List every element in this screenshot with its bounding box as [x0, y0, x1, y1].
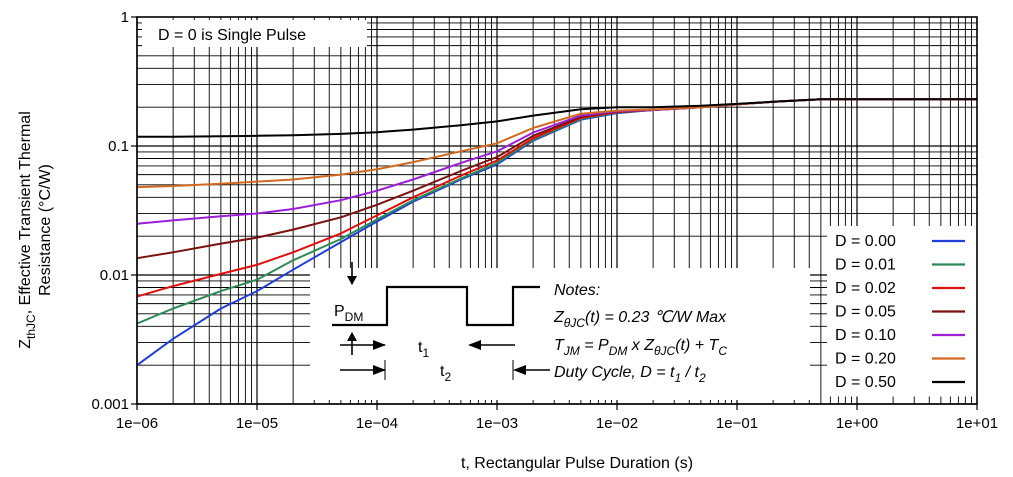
- x-tick-label: 1e+00: [836, 415, 878, 432]
- plot-frame: [136, 16, 978, 405]
- axes: 1e−06 1e−05 1e−04 1e−03 1e−02 1e−01 1e+00 1e+01…: [91, 9, 998, 432]
- single-pulse-annotation: D = 0 is Single Pulse: [142, 20, 367, 47]
- notes-line-1: ZθJC(t) = 0.23 ℃/W Max: [553, 309, 727, 330]
- t1-arrowhead-left: [373, 340, 386, 350]
- x-tick-label: 1e−04: [356, 415, 398, 432]
- series-line-d-0-10: [136, 98, 977, 225]
- legend: D = 0.00 D = 0.01 D = 0.02 D = 0.05 D = 0.10…: [827, 226, 977, 397]
- series-line-d-0-50: [137, 98, 977, 138]
- t2-arrowhead-left: [373, 365, 386, 375]
- pulse-waveform: [332, 285, 540, 327]
- legend-label: D = 0.02: [835, 280, 896, 297]
- legend-label: D = 0.05: [835, 304, 896, 321]
- series-group: [136, 98, 977, 367]
- notes-line-2: TJM = PDM x ZθJC(t) + TC: [554, 337, 727, 358]
- y-tick-label: 1: [121, 9, 129, 26]
- pdm-arrowhead-bottom: [347, 332, 357, 341]
- x-axis-label: t, Rectangular Pulse Duration (s): [461, 455, 693, 472]
- legend-label: D = 0.01: [835, 257, 896, 274]
- x-tick-label: 1e−05: [236, 415, 278, 432]
- x-tick-label: 1e−06: [116, 415, 158, 432]
- t2-arrowhead-right: [513, 365, 526, 375]
- notes-inset: PDM t1 t2 Notes: ZθJC(t) = 0.23 ℃/W Max …: [310, 262, 810, 400]
- pdm-arrowhead-top: [347, 276, 357, 285]
- y-tick-label: 0.1: [108, 138, 129, 155]
- x-tick-label: 1e−01: [716, 415, 758, 432]
- x-tick-label: 1e−02: [596, 415, 638, 432]
- legend-label: D = 0.20: [835, 351, 896, 368]
- notes-title: Notes:: [554, 282, 600, 299]
- t1-arrowhead-right: [468, 340, 481, 350]
- legend-label: D = 0.00: [835, 233, 896, 250]
- t2-label: t2: [440, 363, 451, 384]
- y-tick-label: 0.001: [91, 396, 129, 413]
- legend-label: D = 0.10: [835, 327, 896, 344]
- y-tick-label: 0.01: [100, 267, 129, 284]
- pdm-label: PDM: [334, 303, 363, 324]
- svg-text:ZthJC, Effective Transient The: ZthJC, Effective Transient Thermal: [17, 111, 38, 349]
- single-pulse-note: D = 0 is Single Pulse: [158, 27, 306, 44]
- svg-text:Resistance (°C/W): Resistance (°C/W): [37, 164, 54, 296]
- notes-line-3: Duty Cycle, D = t1 / t2: [554, 364, 706, 385]
- y-axis-label: ZthJC, Effective Transient Thermal Resis…: [17, 111, 54, 349]
- x-tick-label: 1e+01: [956, 415, 998, 432]
- t1-label: t1: [418, 339, 429, 360]
- x-tick-label: 1e−03: [476, 415, 518, 432]
- legend-label: D = 0.50: [835, 374, 896, 391]
